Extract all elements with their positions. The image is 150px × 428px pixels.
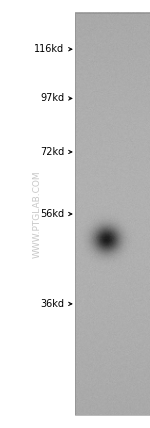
Text: 116kd: 116kd [34,44,64,54]
Text: 97kd: 97kd [40,93,64,104]
Text: 56kd: 56kd [40,209,64,219]
Bar [75,13,150,415]
Text: 36kd: 36kd [40,299,64,309]
Text: 72kd: 72kd [40,147,64,157]
Text: WWW.PTGLAB.COM: WWW.PTGLAB.COM [33,170,42,258]
